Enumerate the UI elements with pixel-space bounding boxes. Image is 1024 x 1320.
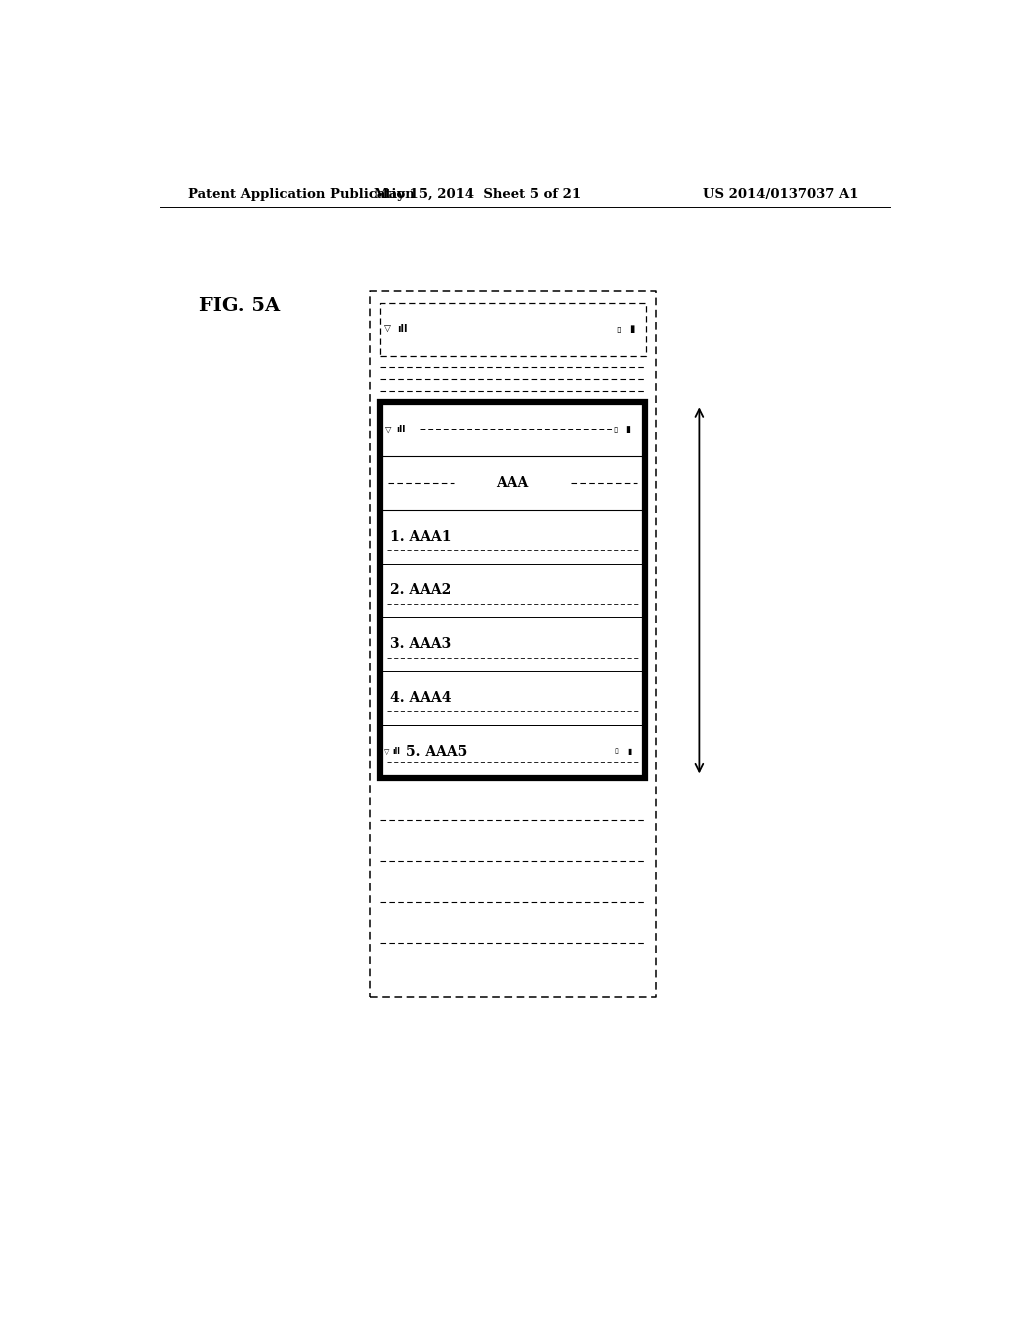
Text: 5. AAA5: 5. AAA5 [406, 744, 467, 759]
Text: ▯: ▯ [616, 325, 621, 334]
Text: ▽: ▽ [384, 748, 389, 755]
Text: 1. AAA1: 1. AAA1 [390, 529, 452, 544]
Text: ıll: ıll [397, 325, 408, 334]
Bar [380, 403, 645, 779]
Text: ▯: ▯ [613, 425, 617, 434]
Text: ıll: ıll [392, 747, 400, 756]
Text: 3. AAA3: 3. AAA3 [390, 638, 452, 651]
Text: FIG. 5A: FIG. 5A [200, 297, 281, 314]
Text: 4. AAA4: 4. AAA4 [390, 690, 452, 705]
Text: 2. AAA2: 2. AAA2 [390, 583, 452, 598]
Text: US 2014/0137037 A1: US 2014/0137037 A1 [702, 189, 858, 202]
Text: AAA: AAA [497, 477, 528, 490]
Text: ▽: ▽ [384, 325, 390, 334]
Text: ▽: ▽ [385, 425, 391, 434]
Text: Patent Application Publication: Patent Application Publication [187, 189, 415, 202]
Text: ▮: ▮ [625, 425, 630, 434]
Text: May 15, 2014  Sheet 5 of 21: May 15, 2014 Sheet 5 of 21 [374, 189, 581, 202]
Text: ▮: ▮ [627, 747, 632, 756]
Text: ▮: ▮ [629, 325, 634, 334]
Text: ▯: ▯ [614, 748, 618, 755]
Text: ıll: ıll [396, 425, 406, 434]
